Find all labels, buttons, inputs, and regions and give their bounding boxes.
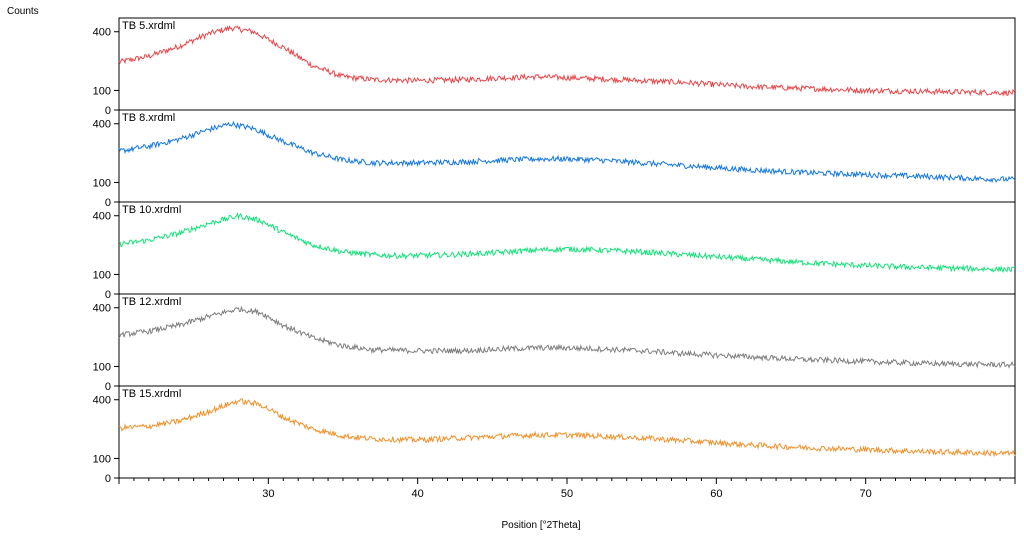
panel-1: 0 100 400 TB 5.xrdml	[93, 17, 1016, 117]
x-tick-label: 50	[561, 488, 573, 500]
x-axis: 30 40 50 60 70	[118, 478, 1016, 500]
x-tick-label: 70	[860, 488, 872, 500]
y-tick-label: 400	[93, 119, 111, 131]
panel-frame	[118, 17, 1016, 111]
y-tick-label: 400	[93, 303, 111, 315]
y-tick-label: 400	[93, 395, 111, 407]
y-tick-label: 100	[93, 269, 111, 281]
y-tick-label: 100	[93, 361, 111, 373]
panel-5: 0 100 400 TB 15.xrdml	[93, 385, 1016, 485]
y-tick-label: 400	[93, 211, 111, 223]
series-label: TB 8.xrdml	[122, 112, 175, 124]
series-line	[118, 398, 1016, 458]
y-tick-label: 0	[105, 197, 111, 209]
series-line	[118, 306, 1016, 369]
y-tick-label: 400	[93, 27, 111, 39]
y-tick-label: 0	[105, 473, 111, 485]
panel-3: 0 100 400 TB 10.xrdml	[93, 201, 1016, 301]
y-tick-label: 100	[93, 453, 111, 465]
series-line	[118, 211, 1016, 274]
panel-frame	[118, 385, 1016, 479]
y-tick-label: 0	[105, 289, 111, 301]
panels: 0 100 400 TB 5.xrdml 0 100 400 TB 8.xrdml 0 100 40…	[93, 17, 1016, 485]
x-axis-label: Position [°2Theta]	[501, 520, 580, 531]
x-tick-label: 40	[412, 488, 424, 500]
series-line	[118, 120, 1016, 184]
y-tick-label: 0	[105, 381, 111, 393]
y-tick-label: 100	[93, 85, 111, 97]
x-tick-label: 30	[262, 488, 274, 500]
panel-frame	[118, 109, 1016, 203]
panel-4: 0 100 400 TB 12.xrdml	[93, 293, 1016, 393]
y-tick-label: 100	[93, 177, 111, 189]
series-label: TB 12.xrdml	[122, 296, 181, 308]
panel-2: 0 100 400 TB 8.xrdml	[93, 109, 1016, 209]
panel-frame	[118, 293, 1016, 387]
series-line	[118, 25, 1016, 97]
series-label: TB 10.xrdml	[122, 204, 181, 216]
y-axis-label: Counts	[7, 6, 39, 17]
series-label: TB 15.xrdml	[122, 388, 181, 400]
x-tick-label: 60	[710, 488, 722, 500]
panel-frame	[118, 201, 1016, 295]
series-label: TB 5.xrdml	[122, 20, 175, 32]
y-tick-label: 0	[105, 105, 111, 117]
